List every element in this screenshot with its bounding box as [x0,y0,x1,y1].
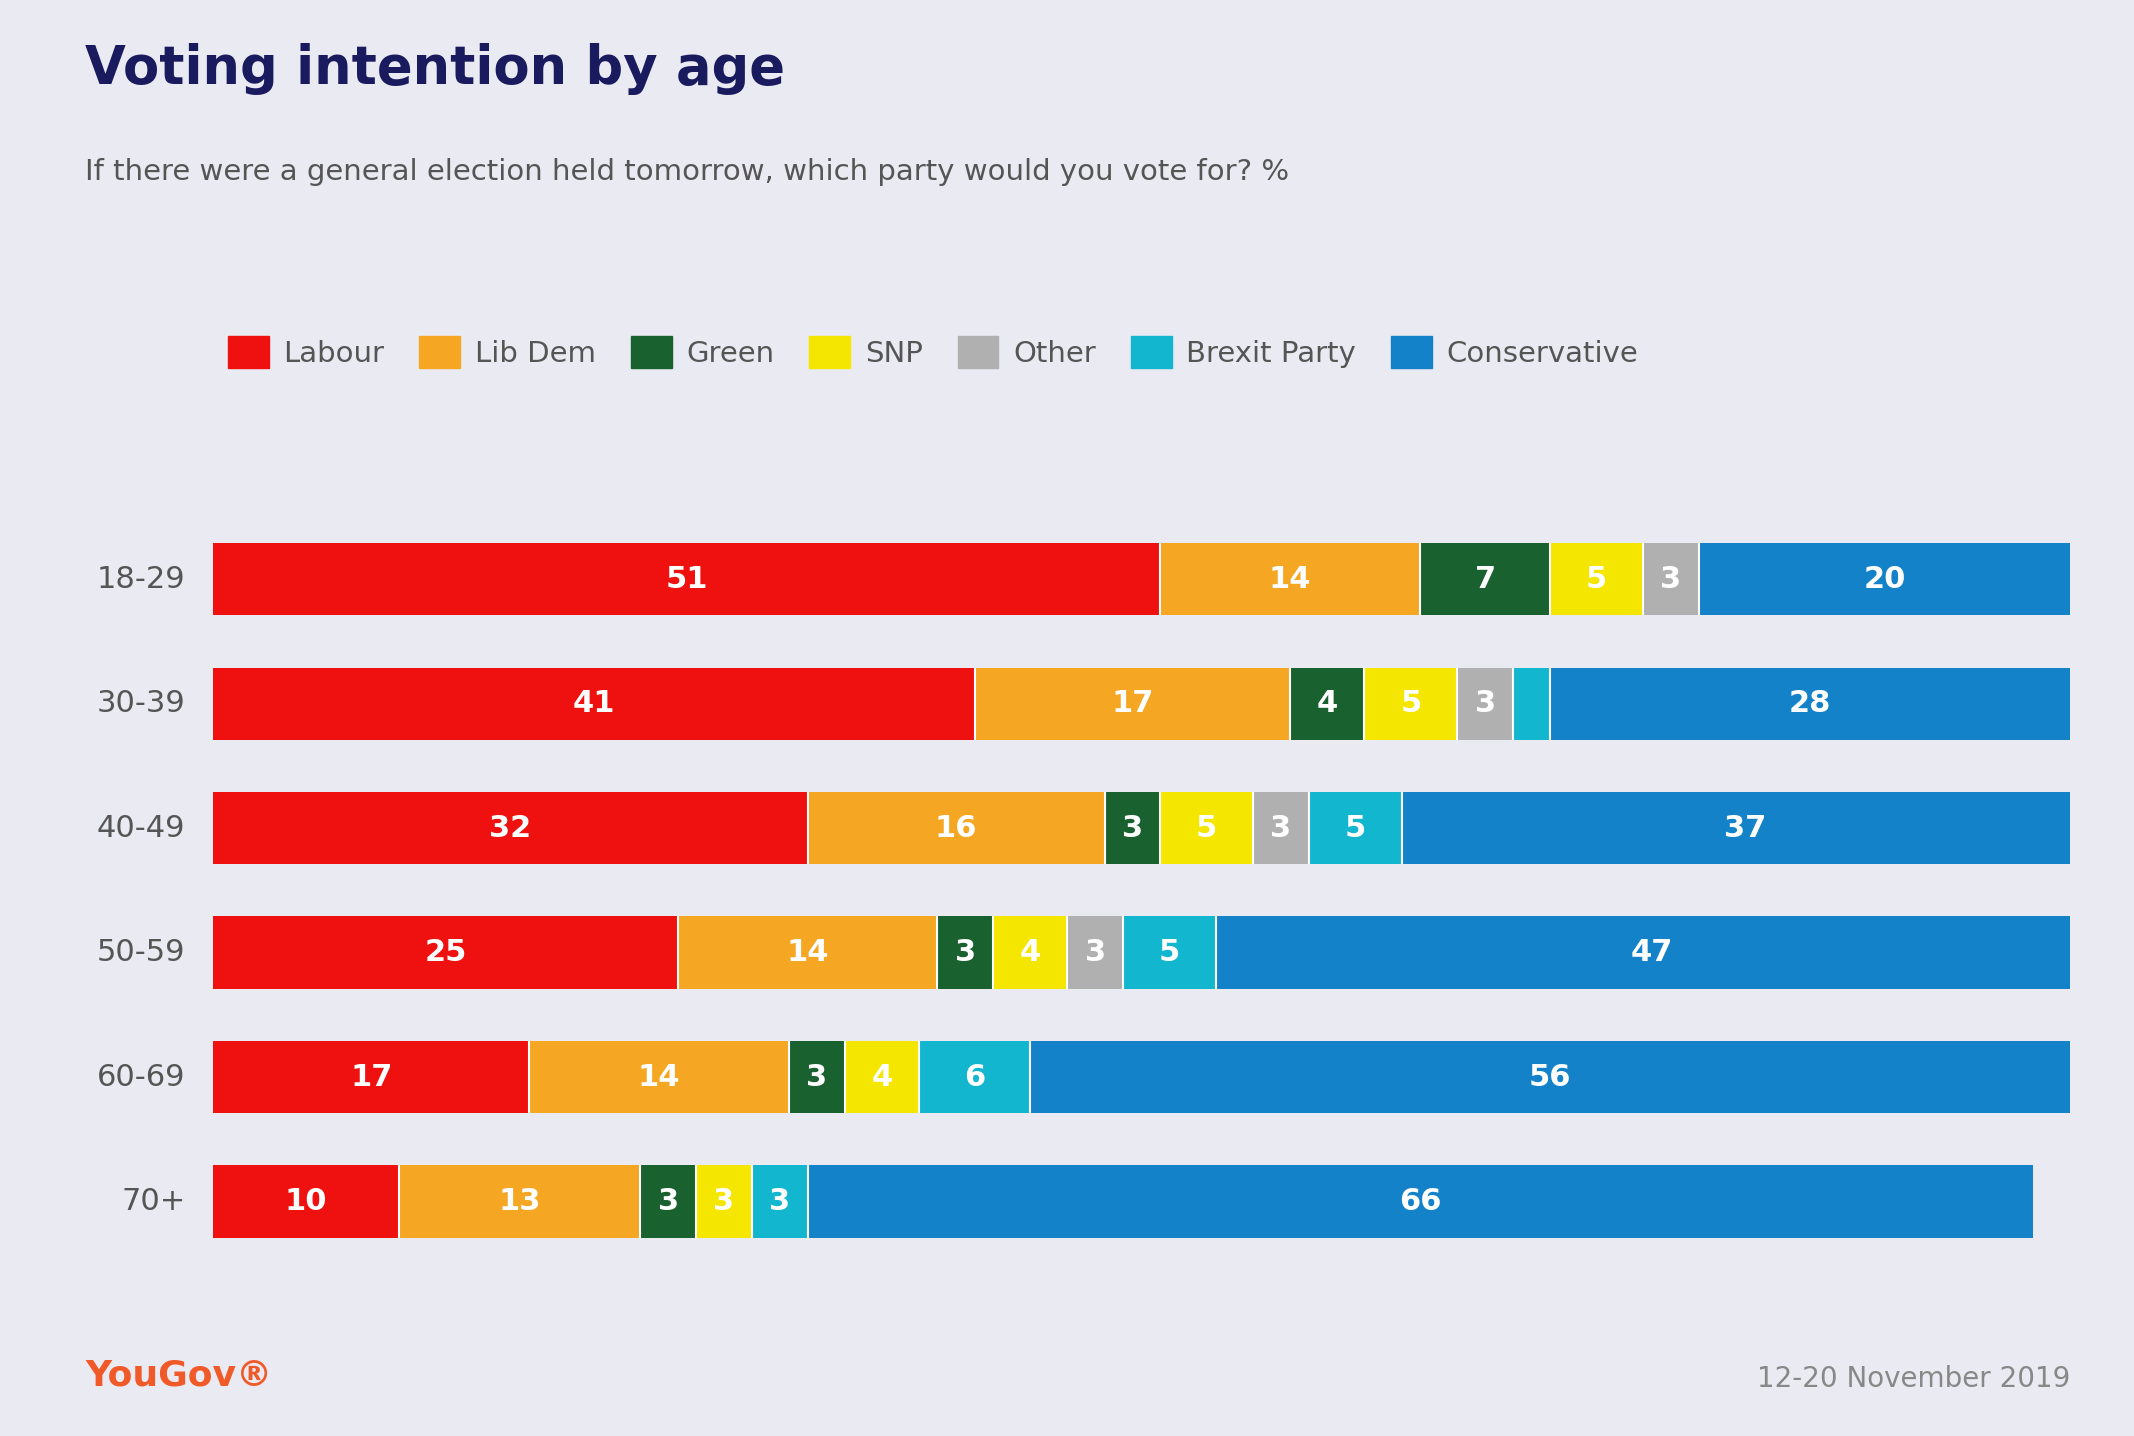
Text: 3: 3 [1660,564,1682,593]
Bar [790,1041,845,1113]
Text: 66: 66 [1400,1188,1440,1216]
Bar [640,1166,696,1238]
Text: 4: 4 [871,1063,892,1091]
Text: 51: 51 [666,564,708,593]
Bar [213,1041,529,1113]
Text: YouGov®: YouGov® [85,1358,273,1393]
Bar [529,1041,790,1113]
Text: 32: 32 [489,814,531,843]
Bar [1253,793,1308,864]
Text: 20: 20 [1863,564,1906,593]
Text: 70+: 70+ [122,1188,186,1216]
Text: 3: 3 [954,938,975,966]
Text: 3: 3 [657,1188,679,1216]
Text: 13: 13 [499,1188,540,1216]
Text: 5: 5 [1159,938,1180,966]
Text: 16: 16 [935,814,977,843]
Text: 4: 4 [1317,689,1338,718]
Bar [1513,668,1549,740]
Bar [1402,793,2089,864]
Bar [399,1166,640,1238]
Bar [807,793,1105,864]
Text: 17: 17 [350,1063,393,1091]
Text: 28: 28 [1788,689,1831,718]
Legend: Labour, Lib Dem, Green, SNP, Other, Brexit Party, Conservative: Labour, Lib Dem, Green, SNP, Other, Brex… [228,336,1639,368]
Text: 17: 17 [1112,689,1154,718]
Bar [696,1166,751,1238]
Bar [807,1166,2034,1238]
Bar [975,668,1291,740]
Text: 12-20 November 2019: 12-20 November 2019 [1756,1366,2070,1393]
Text: 4: 4 [1020,938,1041,966]
Bar [937,916,992,988]
Bar [751,1166,807,1238]
Text: 56: 56 [1528,1063,1571,1091]
Text: 5: 5 [1344,814,1366,843]
Bar [1699,543,2070,615]
Bar [1549,543,1643,615]
Bar [845,1041,920,1113]
Bar [679,916,937,988]
Bar [920,1041,1031,1113]
Bar [992,916,1067,988]
Text: 41: 41 [572,689,615,718]
Bar [1421,543,1549,615]
Bar [1067,916,1122,988]
Text: 37: 37 [1724,814,1767,843]
Bar [1122,916,1216,988]
Text: 5: 5 [1195,814,1216,843]
Bar [1161,543,1421,615]
Bar [1364,668,1458,740]
Text: 25: 25 [425,938,467,966]
Bar [1549,668,2070,740]
Text: 50-59: 50-59 [96,938,186,966]
Text: 3: 3 [1475,689,1496,718]
Bar [213,793,807,864]
Text: 40-49: 40-49 [96,814,186,843]
Text: 14: 14 [1270,564,1312,593]
Bar [1458,668,1513,740]
Text: 5: 5 [1400,689,1421,718]
Text: 47: 47 [1630,938,1673,966]
Text: 30-39: 30-39 [96,689,186,718]
Bar [213,668,975,740]
Bar [1308,793,1402,864]
Text: Voting intention by age: Voting intention by age [85,43,785,95]
Text: 3: 3 [768,1188,790,1216]
Text: 3: 3 [807,1063,828,1091]
Text: 3: 3 [1084,938,1105,966]
Text: 3: 3 [1122,814,1144,843]
Text: 14: 14 [785,938,828,966]
Text: 60-69: 60-69 [96,1063,186,1091]
Text: 14: 14 [638,1063,681,1091]
Bar [1291,668,1364,740]
Text: 7: 7 [1475,564,1496,593]
Bar [213,916,679,988]
Bar [1216,916,2089,988]
Bar [213,543,1161,615]
Bar [1031,1041,2070,1113]
Text: 10: 10 [286,1188,327,1216]
Text: 5: 5 [1586,564,1607,593]
Bar [1105,793,1161,864]
Bar [213,1166,399,1238]
Text: 18-29: 18-29 [96,564,186,593]
Text: If there were a general election held tomorrow, which party would you vote for? : If there were a general election held to… [85,158,1289,185]
Text: 3: 3 [1270,814,1291,843]
Bar [1643,543,1699,615]
Text: 6: 6 [965,1063,986,1091]
Text: 3: 3 [713,1188,734,1216]
Bar [1161,793,1253,864]
